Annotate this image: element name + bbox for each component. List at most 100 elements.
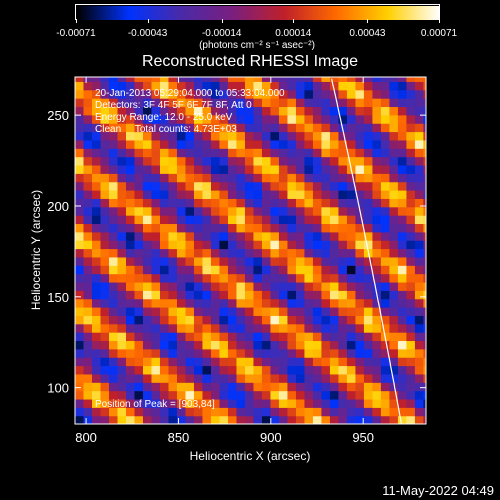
heatmap-cell [151,415,161,424]
y-tick-label: 200 [47,199,69,214]
heatmap-cell [142,114,153,124]
heatmap-cell [423,164,426,174]
heatmap-cell [253,131,263,141]
heatmap-cell [261,281,272,291]
heatmap-cell [100,77,110,82]
heatmap-cell [83,190,93,199]
heatmap-cell [202,390,212,400]
heatmap-cell [100,415,110,424]
heatmap-cell [406,131,416,141]
heatmap-cell [278,173,289,183]
heatmap-cell [278,215,289,225]
y-tick-label: 100 [47,381,69,396]
heatmap-cell [338,139,348,149]
heatmap-cell [355,265,365,275]
heatmap-cell [151,231,161,241]
heatmap-cell [185,290,195,300]
heatmap-cell [423,77,426,82]
heatmap-cell [202,114,212,124]
heatmap-cell [304,114,314,124]
heatmap-cell [321,164,331,174]
heatmap-cell [287,290,297,300]
heatmap-cell [244,390,255,400]
heatmap-cell [304,198,314,208]
heatmap-cell [295,265,306,275]
heatmap-cell [236,223,246,233]
heatmap-cell [75,340,85,350]
heatmap-cell [142,407,153,417]
heatmap-cell [270,223,280,233]
heatmap-cell [253,89,263,99]
heatmap-cell [151,382,161,392]
heatmap-cell [380,106,391,116]
heatmap-cell [338,307,348,316]
heatmap-cell [423,323,426,333]
heatmap-cell [278,114,289,124]
heatmap-cell [108,390,119,400]
heatmap-cell [270,290,280,300]
heatmap-cell [414,77,425,82]
x-axis-label: Heliocentric X (arcsec) [190,449,311,463]
heatmap-cell [227,206,238,216]
heatmap-cell [287,248,297,258]
heatmap-cell [151,332,161,342]
heatmap-cell [125,290,136,300]
heatmap-cell [176,382,187,392]
heatmap-cell [219,273,229,283]
heatmap-cell [295,164,306,174]
colorbar-tick-mark [221,19,223,23]
heatmap-cell [244,89,255,99]
heatmap-cell [312,265,323,275]
heatmap-cell [372,382,382,392]
heatmap-cell [92,240,102,250]
heatmap-cell [423,307,426,316]
heatmap-cell [389,340,399,350]
heatmap-cell [100,281,110,291]
heatmap-cell [159,307,170,316]
plot-frame [74,76,427,425]
heatmap-cell [210,198,221,208]
heatmap-cell [151,131,161,141]
solar-limb-curve [331,78,402,424]
heatmap-cell [355,357,365,367]
heatmap-cell [278,415,289,424]
heatmap-cell [321,240,331,250]
heatmap-cell [100,290,110,300]
heatmap-cell [414,223,425,233]
heatmap-cell [168,148,178,158]
heatmap-cell [380,206,391,216]
heatmap-cell [389,148,399,158]
heatmap-cell [355,240,365,250]
heatmap-cell [75,407,85,417]
heatmap-cell [406,77,416,82]
heatmap-cell [346,148,357,158]
heatmap-cell [176,223,187,233]
heatmap-cell [185,373,195,383]
heatmap-cell [108,240,119,250]
heatmap-cell [363,281,374,291]
heatmap-cell [363,98,374,108]
heatmap-cell [108,365,119,375]
heatmap-cell [244,106,255,116]
heatmap-cell [261,98,272,108]
heatmap-cell [329,373,340,383]
heatmap-cell [117,81,127,91]
heatmap-cell [100,332,110,342]
heatmap-cell [168,382,178,392]
heatmap-cell [219,206,229,216]
heatmap-cell [168,240,178,250]
heatmap-cell [83,89,93,99]
heatmap-cell [159,106,170,116]
heatmap-cell [372,231,382,241]
heatmap-cell [372,332,382,342]
heatmap-cell [338,323,348,333]
heatmap-cell [270,373,280,383]
heatmap-cell [117,298,127,308]
heatmap-cell [151,123,161,133]
colorbar-tick-mark [367,19,369,23]
heatmap-cell [100,215,110,225]
heatmap-cell [355,315,365,325]
heatmap-cell [92,206,102,216]
heatmap-cell [372,340,382,350]
